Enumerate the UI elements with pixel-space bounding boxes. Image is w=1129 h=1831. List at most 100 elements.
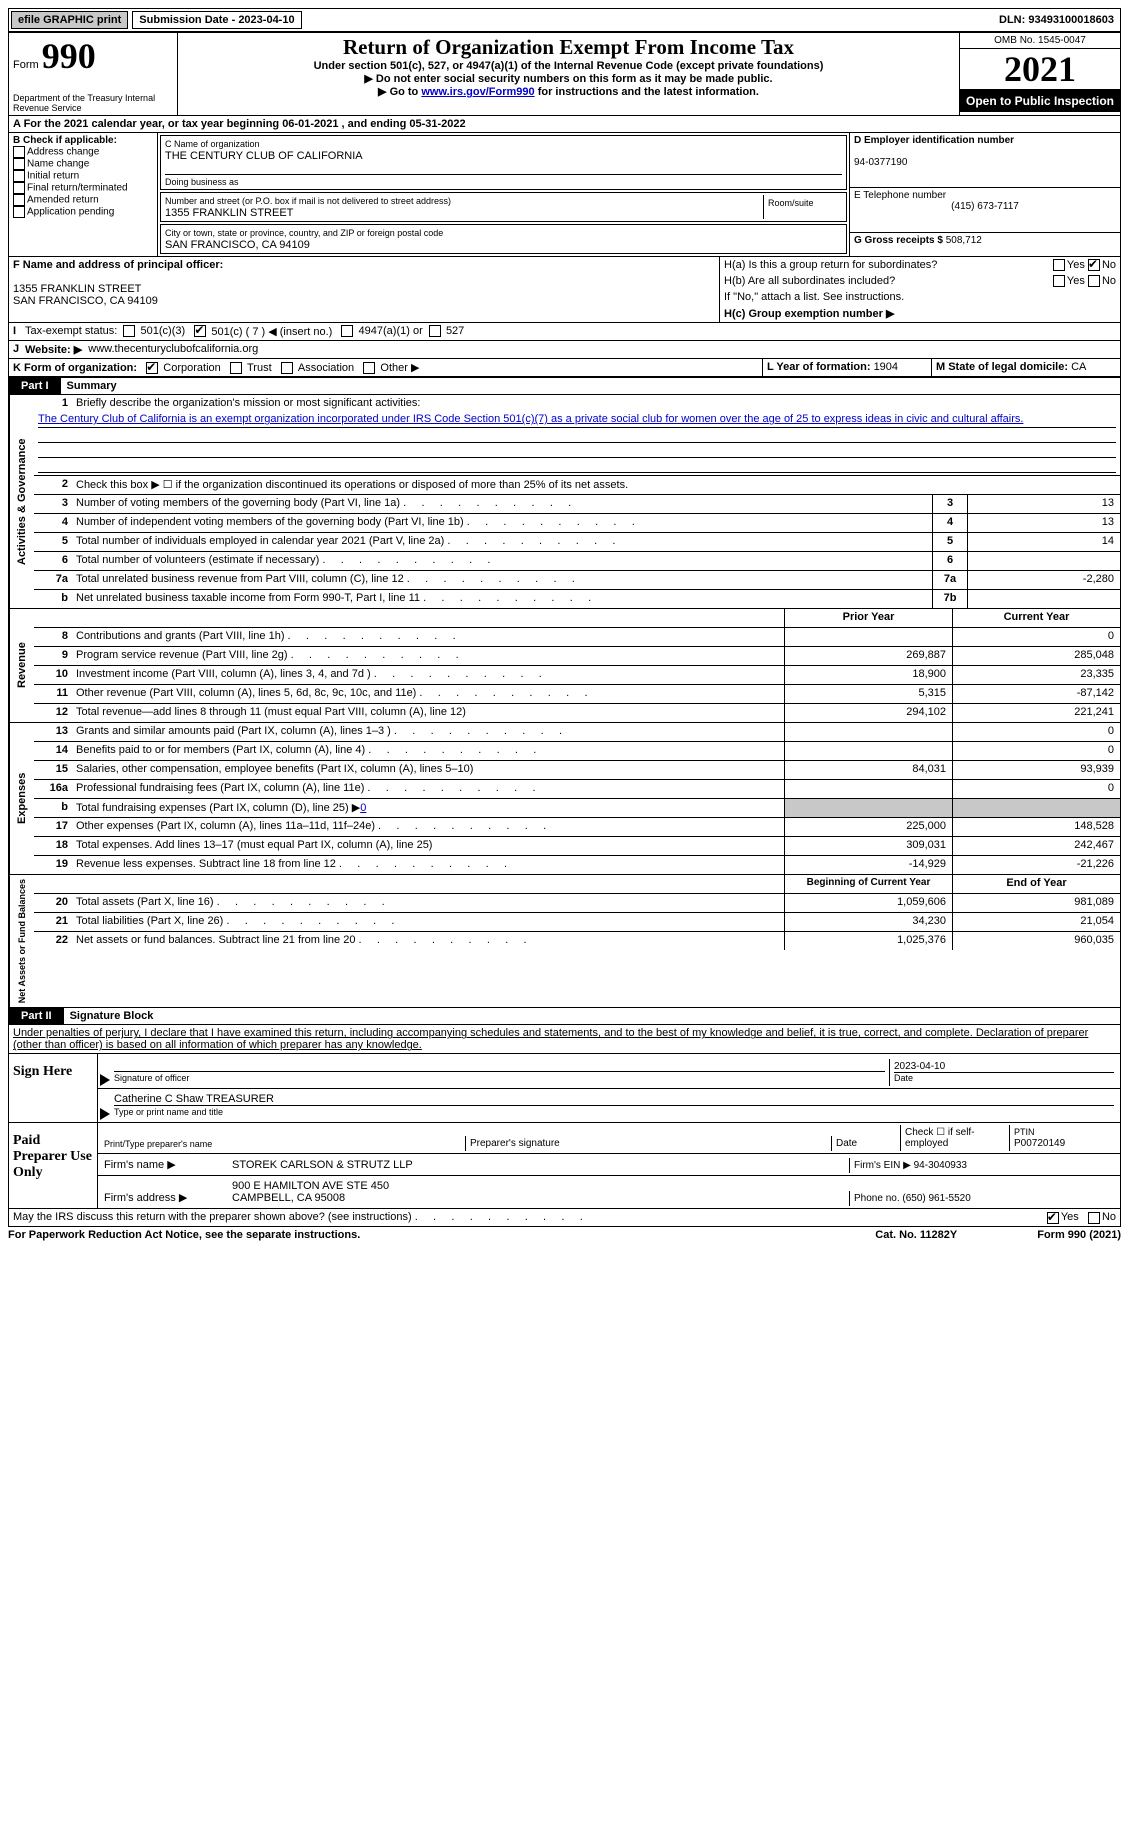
opt-501c: 501(c) ( 7 ) ◀ (insert no.) — [211, 325, 332, 338]
j-label: J — [13, 343, 25, 356]
p11: 5,315 — [784, 685, 952, 703]
p16a — [784, 780, 952, 798]
dept-label: Department of the Treasury Internal Reve… — [13, 93, 173, 113]
c13: 0 — [952, 723, 1120, 741]
line9-label: Program service revenue (Part VIII, line… — [72, 647, 784, 665]
sub3-pre: ▶ Go to — [378, 86, 421, 98]
section-j: J Website: ▶ www.thecenturyclubofcalifor… — [9, 341, 1120, 359]
vert-activities: Activities & Governance — [9, 395, 34, 608]
line4-label: Number of independent voting members of … — [72, 514, 932, 532]
firm-name-label: Firm's name ▶ — [100, 1156, 228, 1173]
opt-app-pending: Application pending — [27, 207, 114, 218]
line19-label: Revenue less expenses. Subtract line 18 … — [72, 856, 784, 874]
checkbox-discuss-no[interactable] — [1088, 1212, 1100, 1224]
footer-left: For Paperwork Reduction Act Notice, see … — [8, 1229, 360, 1241]
omb-number: OMB No. 1545-0047 — [960, 33, 1120, 49]
prior-year-label: Prior Year — [784, 609, 952, 627]
checkbox-501c3[interactable] — [123, 325, 135, 337]
mission-text: The Century Club of California is an exe… — [38, 413, 1116, 428]
checkbox-other[interactable] — [363, 362, 375, 374]
subtitle-1: Under section 501(c), 527, or 4947(a)(1)… — [182, 60, 955, 72]
checkbox-527[interactable] — [429, 325, 441, 337]
checkbox-final-return[interactable] — [13, 182, 25, 194]
irs-link[interactable]: www.irs.gov/Form990 — [421, 86, 534, 98]
c12: 221,241 — [952, 704, 1120, 722]
c14: 0 — [952, 742, 1120, 760]
sub3-post: for instructions and the latest informat… — [535, 86, 759, 98]
netassets-section: Net Assets or Fund Balances Beginning of… — [8, 875, 1121, 1008]
tax-year: 2021 — [960, 49, 1120, 90]
dba-label: Doing business as — [165, 174, 842, 187]
c9: 285,048 — [952, 647, 1120, 665]
checkbox-name-change[interactable] — [13, 158, 25, 170]
checkbox-trust[interactable] — [230, 362, 242, 374]
checkbox-hb-yes[interactable] — [1053, 275, 1065, 287]
gross-label: G Gross receipts $ — [854, 235, 946, 246]
checkbox-corp[interactable] — [146, 362, 158, 374]
opt-4947: 4947(a)(1) or — [359, 325, 423, 338]
vert-revenue: Revenue — [9, 609, 34, 722]
opt-501c3: 501(c)(3) — [141, 325, 186, 338]
cell-city: City or town, state or province, country… — [160, 224, 847, 254]
val4: 13 — [967, 514, 1120, 532]
org-name-label: C Name of organization — [165, 139, 260, 149]
prep-phone-label: Phone no. — [854, 1193, 902, 1204]
arrow-icon — [100, 1108, 110, 1120]
subtitle-3: ▶ Go to www.irs.gov/Form990 for instruct… — [182, 85, 955, 98]
header-row: Form 990 Department of the Treasury Inte… — [9, 33, 1120, 116]
checkbox-initial-return[interactable] — [13, 170, 25, 182]
firm-addr2: CAMPBELL, CA 95008 — [232, 1192, 345, 1204]
submission-date: Submission Date - 2023-04-10 — [132, 11, 301, 29]
opt-other: Other ▶ — [380, 362, 419, 374]
p13 — [784, 723, 952, 741]
section-f: F Name and address of principal officer:… — [9, 257, 720, 322]
p21: 34,230 — [784, 913, 952, 931]
vert-expenses: Expenses — [9, 723, 34, 874]
line2-label: Check this box ▶ ☐ if the organization d… — [72, 476, 1120, 494]
c16b-grey — [952, 799, 1120, 817]
section-h: H(a) Is this a group return for subordin… — [720, 257, 1120, 322]
part2-header: Part II Signature Block — [8, 1008, 1121, 1025]
checkbox-501c[interactable] — [194, 325, 206, 337]
part2-title: Signature Block — [64, 1008, 160, 1024]
c19: -21,226 — [952, 856, 1120, 874]
p14 — [784, 742, 952, 760]
form-label: Form — [13, 59, 39, 71]
sig-officer-label: Signature of officer — [114, 1073, 189, 1083]
checkbox-hb-no[interactable] — [1088, 275, 1100, 287]
i-label: I — [13, 325, 25, 338]
preparer-label: Paid Preparer Use Only — [9, 1123, 98, 1208]
checkbox-ha-no[interactable] — [1088, 259, 1100, 271]
line7a-label: Total unrelated business revenue from Pa… — [72, 571, 932, 589]
checkbox-app-pending[interactable] — [13, 206, 25, 218]
checkbox-4947[interactable] — [341, 325, 353, 337]
checkbox-address-change[interactable] — [13, 146, 25, 158]
k-label: K Form of organization: — [13, 362, 137, 374]
col-d-ein: D Employer identification number 94-0377… — [849, 133, 1120, 256]
vert-netassets: Net Assets or Fund Balances — [9, 875, 34, 1007]
current-year-label: Current Year — [952, 609, 1120, 627]
p17: 225,000 — [784, 818, 952, 836]
p15: 84,031 — [784, 761, 952, 779]
checkbox-assoc[interactable] — [281, 362, 293, 374]
checkbox-discuss-yes[interactable] — [1047, 1212, 1059, 1224]
opt-527: 527 — [446, 325, 464, 338]
ptin-value: P00720149 — [1014, 1138, 1065, 1149]
part2-label: Part II — [9, 1008, 64, 1024]
checkbox-ha-yes[interactable] — [1053, 259, 1065, 271]
declaration-text: Under penalties of perjury, I declare th… — [8, 1025, 1121, 1054]
activities-section: Activities & Governance 1 Briefly descri… — [8, 395, 1121, 609]
addr-value: 1355 FRANKLIN STREET — [165, 207, 293, 219]
discuss-no: No — [1102, 1211, 1116, 1223]
footer-mid: Cat. No. 11282Y — [875, 1229, 957, 1241]
line14-label: Benefits paid to or for members (Part IX… — [72, 742, 784, 760]
expenses-section: Expenses 13 Grants and similar amounts p… — [8, 723, 1121, 875]
sign-date-label: Date — [894, 1073, 913, 1083]
checkbox-amended-return[interactable] — [13, 194, 25, 206]
efile-print-button[interactable]: efile GRAPHIC print — [11, 11, 128, 29]
opt-address-change: Address change — [27, 147, 99, 158]
m-value: CA — [1071, 361, 1086, 373]
p22: 1,025,376 — [784, 932, 952, 950]
sign-name: Catherine C Shaw TREASURER — [114, 1093, 274, 1105]
ha-no: No — [1102, 259, 1116, 271]
